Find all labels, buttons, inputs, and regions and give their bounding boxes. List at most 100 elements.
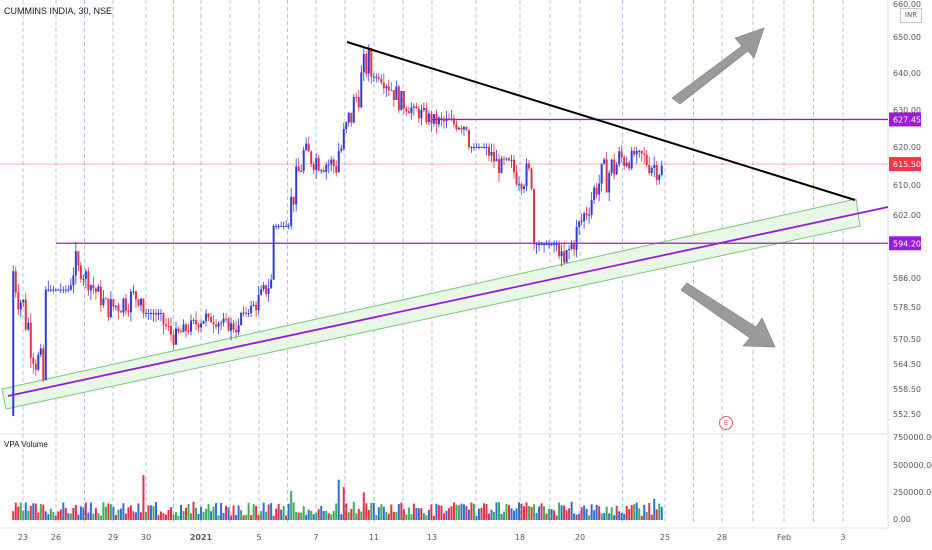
volume-bar bbox=[550, 509, 553, 520]
candle-body bbox=[235, 329, 238, 333]
candle-body bbox=[64, 289, 67, 291]
volume-bar bbox=[553, 510, 556, 520]
candle-body bbox=[382, 82, 385, 89]
volume-bar bbox=[655, 509, 658, 520]
volume-bar bbox=[575, 514, 578, 520]
price-tick-label: 660.00 bbox=[893, 0, 921, 9]
candle-body bbox=[305, 143, 308, 151]
currency-label[interactable]: INR bbox=[900, 8, 922, 23]
candle-body bbox=[415, 106, 418, 109]
volume-bar bbox=[154, 502, 157, 520]
volume-bar bbox=[322, 511, 325, 520]
candle-body bbox=[117, 305, 120, 312]
volume-bar bbox=[327, 513, 330, 520]
candle-body bbox=[490, 151, 493, 156]
time-tick-label: 25 bbox=[660, 533, 670, 542]
volume-bar bbox=[139, 512, 142, 520]
candle-body bbox=[553, 244, 556, 245]
volume-bar bbox=[528, 505, 531, 520]
volume-bar bbox=[159, 511, 162, 520]
volume-bar bbox=[400, 502, 403, 520]
volume-bar bbox=[94, 508, 97, 520]
volume-bar bbox=[412, 503, 415, 520]
volume-bar bbox=[523, 506, 526, 520]
symbol-title[interactable]: CUMMINS INDIA, 30, NSE bbox=[4, 6, 113, 16]
volume-bar bbox=[585, 508, 588, 520]
volume-bar bbox=[79, 506, 82, 520]
volume-bar bbox=[297, 512, 300, 520]
volume-bar bbox=[382, 506, 385, 520]
candle-body bbox=[515, 172, 518, 185]
volume-bar bbox=[470, 502, 473, 520]
earnings-event-marker[interactable]: E bbox=[719, 416, 733, 430]
volume-bar bbox=[19, 502, 22, 520]
volume-bar bbox=[548, 508, 551, 520]
volume-bar bbox=[265, 511, 268, 520]
volume-bar bbox=[442, 513, 445, 520]
candle-body bbox=[152, 313, 155, 314]
volume-bar bbox=[375, 515, 378, 520]
volume-tick-label: 750000.00 bbox=[893, 433, 932, 442]
volume-bar bbox=[42, 504, 45, 520]
volume-title[interactable]: VPA Volume bbox=[4, 440, 48, 449]
volume-bar bbox=[367, 510, 370, 520]
candle-body bbox=[325, 164, 328, 172]
volume-bar bbox=[49, 508, 52, 520]
time-tick-label: 7 bbox=[313, 533, 318, 542]
volume-bar bbox=[518, 502, 521, 520]
volume-bar bbox=[109, 504, 112, 520]
candle-body bbox=[47, 289, 50, 291]
volume-bar bbox=[427, 509, 430, 520]
volume-bar bbox=[37, 512, 40, 520]
volume-bar bbox=[390, 504, 393, 520]
volume-bar bbox=[337, 479, 340, 520]
volume-bar bbox=[104, 506, 107, 520]
candle-body bbox=[192, 320, 195, 322]
candle-body bbox=[563, 251, 566, 263]
volume-bar bbox=[360, 511, 363, 520]
volume-bar bbox=[568, 508, 571, 520]
volume-bar bbox=[142, 475, 145, 520]
volume-bar bbox=[187, 503, 190, 520]
volume-bar bbox=[440, 505, 443, 520]
volume-bar bbox=[425, 515, 428, 520]
volume-bar bbox=[27, 510, 30, 520]
candle-body bbox=[590, 199, 593, 215]
candle-body bbox=[420, 109, 423, 119]
candle-body bbox=[628, 162, 631, 169]
volume-bar bbox=[538, 506, 541, 520]
volume-bar bbox=[295, 511, 298, 520]
candle-body bbox=[14, 271, 17, 293]
candle-body bbox=[255, 304, 258, 311]
volume-bar bbox=[29, 506, 32, 520]
candle-body bbox=[452, 118, 455, 124]
candle-body bbox=[633, 150, 636, 155]
volume-bar bbox=[307, 509, 310, 520]
candle-body bbox=[653, 165, 656, 168]
candle-body bbox=[583, 213, 586, 221]
candle-body bbox=[222, 318, 225, 323]
volume-bar bbox=[618, 511, 621, 520]
volume-bar bbox=[447, 508, 450, 520]
price-tick-label: 552.50 bbox=[893, 410, 921, 419]
volume-bar bbox=[127, 507, 130, 520]
volume-bar bbox=[305, 514, 308, 520]
volume-bar bbox=[347, 512, 350, 520]
volume-bar bbox=[643, 504, 646, 520]
candle-body bbox=[593, 187, 596, 200]
volume-bar bbox=[312, 514, 315, 520]
candle-body bbox=[497, 159, 500, 173]
volume-bar bbox=[615, 505, 618, 520]
candle-body bbox=[533, 188, 536, 244]
candle-body bbox=[495, 159, 498, 162]
price-axis[interactable]: 660.00 650.00 640.00 630.00 620.00 610.00 602.… bbox=[889, 0, 921, 419]
volume-bar bbox=[540, 503, 543, 520]
candle-body bbox=[82, 279, 85, 281]
price-tick-label: 558.50 bbox=[893, 385, 921, 394]
volume-bar bbox=[630, 505, 633, 520]
price-tick-label: 570.50 bbox=[893, 335, 921, 344]
candle-body bbox=[19, 302, 22, 310]
price-tick-label: 640.00 bbox=[893, 69, 921, 78]
time-axis[interactable]: 23 26 29 30 2021 5 7 11 13 18 20 25 28 Feb 3 bbox=[18, 533, 846, 542]
